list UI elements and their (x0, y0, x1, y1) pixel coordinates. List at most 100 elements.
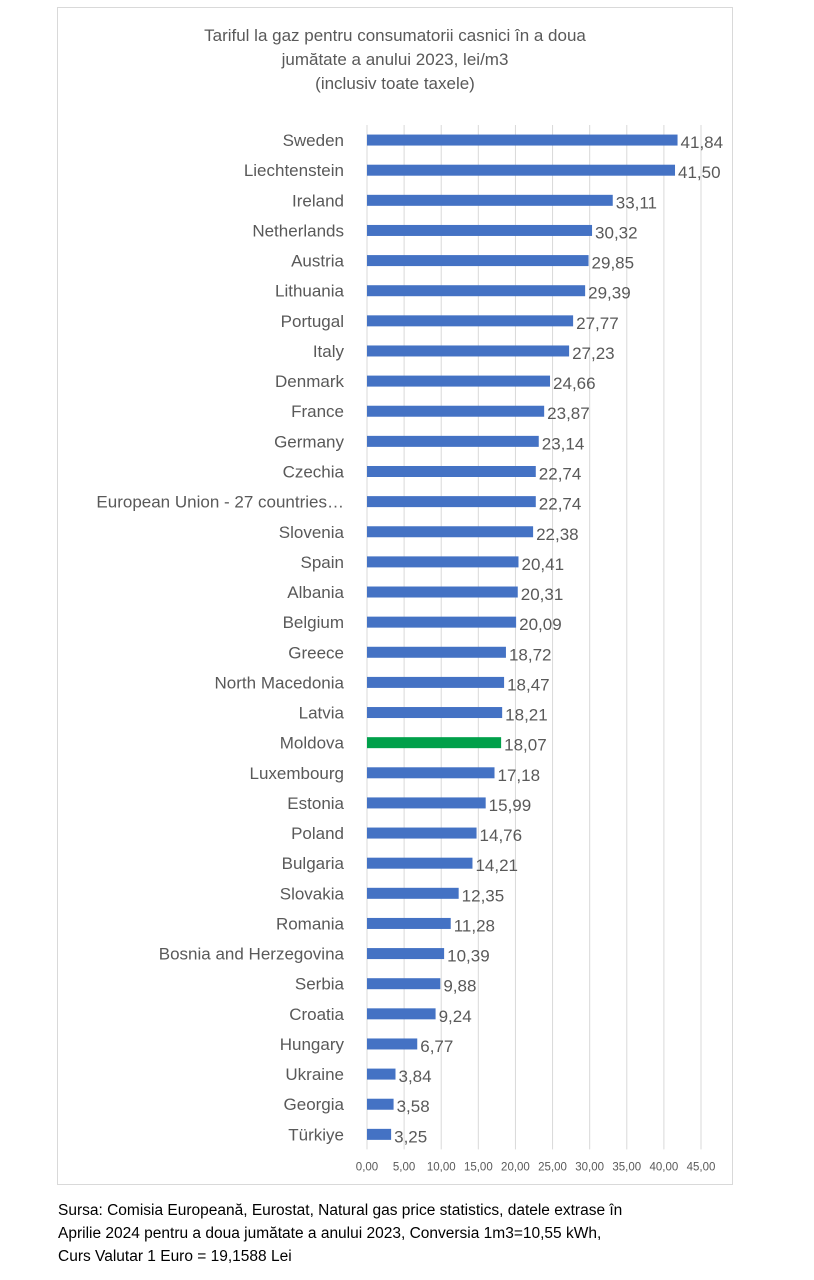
data-label: 22,38 (536, 525, 579, 544)
data-label: 18,47 (507, 675, 550, 694)
bar (367, 315, 574, 327)
bar (367, 556, 519, 568)
category-label: Bosnia and Herzegovina (159, 945, 345, 964)
data-label: 20,41 (521, 555, 564, 574)
bar (367, 375, 551, 387)
data-label: 24,66 (553, 374, 596, 393)
data-label: 29,85 (592, 254, 635, 273)
bar (367, 1008, 436, 1020)
data-label: 27,23 (572, 344, 615, 363)
bar (367, 285, 586, 297)
bar (367, 496, 536, 508)
data-label: 18,07 (504, 736, 547, 755)
x-tick-label: 25,00 (538, 1161, 567, 1173)
category-label: Serbia (295, 975, 345, 994)
category-label: Estonia (287, 794, 344, 813)
bar (367, 1098, 394, 1110)
category-label: Netherlands (252, 221, 344, 240)
x-tick-label: 20,00 (501, 1161, 530, 1173)
bar (367, 676, 505, 688)
category-label: Austria (291, 252, 344, 271)
data-label: 18,72 (509, 645, 552, 664)
x-tick-label: 30,00 (575, 1161, 604, 1173)
category-label: North Macedonia (215, 673, 345, 692)
x-tick-label: 10,00 (427, 1161, 456, 1173)
bar (367, 435, 539, 447)
bar (367, 948, 445, 960)
category-label: Italy (313, 342, 345, 361)
category-label: Sweden (283, 131, 344, 150)
data-label: 23,87 (547, 404, 590, 423)
bar (367, 646, 506, 658)
data-label: 10,39 (447, 947, 490, 966)
chart-title-line-3: (inclusiv toate taxele) (315, 74, 475, 93)
data-label: 11,28 (454, 916, 495, 935)
chart-title-line-2: jumătate a anului 2023, lei/m3 (281, 50, 509, 69)
source-note: Sursa: Comisia Europeană, Eurostat, Natu… (58, 1199, 758, 1268)
data-label: 20,31 (521, 585, 564, 604)
data-label: 22,74 (539, 495, 582, 514)
data-label: 17,18 (498, 766, 541, 785)
chart-title: Tariful la gaz pentru consumatorii casni… (0, 24, 790, 96)
x-tick-label: 5,00 (393, 1161, 415, 1173)
source-note-line-2: Aprilie 2024 pentru a doua jumătate a an… (58, 1225, 602, 1242)
data-label: 33,11 (616, 193, 657, 212)
category-label: Slovenia (279, 523, 345, 542)
bar (367, 978, 441, 990)
bar (367, 737, 502, 749)
category-label: Belgium (283, 613, 344, 632)
bar (367, 405, 545, 417)
category-label: Germany (274, 432, 344, 451)
bar (367, 707, 503, 719)
gridlines (366, 125, 702, 1150)
bar (367, 526, 534, 538)
data-label: 3,58 (397, 1097, 430, 1116)
category-label: Albania (287, 583, 344, 602)
category-label: Georgia (284, 1095, 345, 1114)
data-label: 41,50 (678, 163, 721, 182)
category-label: Portugal (281, 312, 344, 331)
bar-chart: 0,00 5,00 10,00 15,00 20,00 25,00 30,00 35,00 40… (96, 125, 723, 1173)
bar (367, 194, 613, 206)
category-label: Moldova (280, 734, 345, 753)
category-label: Czechia (283, 462, 345, 481)
data-label: 27,77 (576, 314, 619, 333)
category-label: Liechtenstein (244, 161, 344, 180)
data-label: 23,14 (542, 434, 585, 453)
bar (367, 827, 477, 839)
category-label: Luxembourg (249, 764, 344, 783)
bar (367, 1038, 418, 1050)
category-label: Poland (291, 824, 344, 843)
data-label: 22,74 (539, 464, 582, 483)
data-label: 12,35 (462, 886, 505, 905)
category-label: Greece (288, 643, 344, 662)
source-note-line-1: Sursa: Comisia Europeană, Eurostat, Natu… (58, 1202, 623, 1219)
bar (367, 797, 486, 809)
data-label: 29,39 (588, 284, 631, 303)
bar (367, 887, 459, 899)
bar (367, 586, 518, 598)
x-tick-label: 0,00 (356, 1161, 378, 1173)
category-label: Bulgaria (282, 854, 345, 873)
data-label: 9,88 (443, 977, 476, 996)
x-tick-label: 35,00 (612, 1161, 641, 1173)
bar (367, 857, 473, 869)
category-label: Ireland (292, 191, 344, 210)
data-label: 14,76 (480, 826, 523, 845)
bar (367, 616, 517, 628)
data-label: 14,21 (475, 856, 518, 875)
category-label: Spain (301, 553, 344, 572)
source-note-line-3: Curs Valutar 1 Euro = 19,1588 Lei (58, 1248, 292, 1265)
bars (367, 134, 678, 1140)
category-label: Romania (276, 914, 345, 933)
labels: 0,00 5,00 10,00 15,00 20,00 25,00 30,00 35,00 40… (96, 131, 723, 1173)
bar (367, 255, 589, 267)
bar (367, 134, 678, 146)
bar (367, 345, 570, 357)
data-label: 18,21 (505, 706, 548, 725)
bar (367, 917, 451, 929)
category-label: European Union - 27 countries… (96, 493, 344, 512)
category-label: Türkiye (288, 1125, 344, 1144)
bar (367, 465, 536, 477)
bar (367, 224, 593, 236)
